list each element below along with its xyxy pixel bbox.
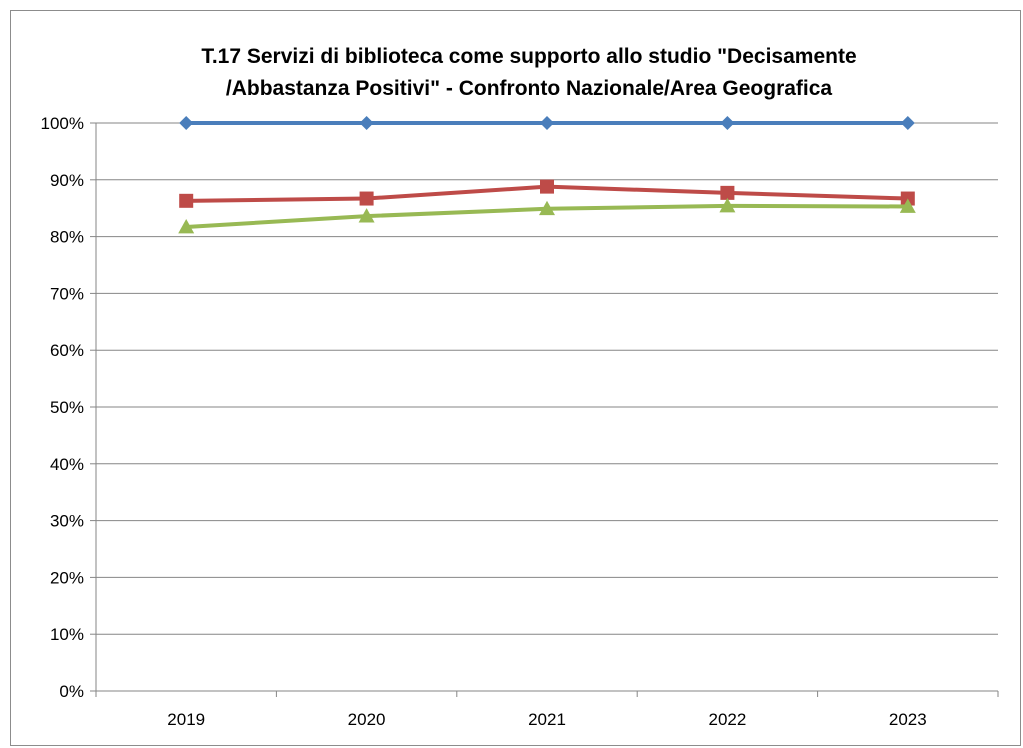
- series-2: [179, 179, 915, 208]
- y-tick-label: 60%: [50, 341, 84, 360]
- square-marker: [540, 179, 554, 194]
- x-tick-label: 2021: [528, 710, 566, 729]
- triangle-marker: [178, 218, 195, 234]
- line-chart: T.17 Servizi di biblioteca come supporto…: [41, 45, 999, 729]
- y-tick-label: 10%: [50, 625, 84, 644]
- series-3: [178, 197, 916, 234]
- y-tick-label: 70%: [50, 284, 84, 303]
- series-1: [179, 116, 915, 130]
- chart-title-line-2: /Abbastanza Positivi" - Confronto Nazion…: [226, 77, 833, 100]
- y-tick-label: 0%: [59, 682, 84, 701]
- triangle-marker: [358, 208, 375, 223]
- chart-frame: T.17 Servizi di biblioteca come supporto…: [10, 10, 1021, 746]
- x-tick-label: 2020: [348, 710, 386, 729]
- x-tick-label: 2023: [889, 710, 927, 729]
- axes: 0% 10% 20% 30% 40% 50% 60% 70% 80% 90% 100% 2019 202…: [41, 114, 999, 729]
- y-tick-label: 90%: [50, 171, 84, 190]
- triangle-marker: [719, 197, 736, 213]
- square-marker: [359, 191, 374, 206]
- triangle-marker: [539, 200, 555, 216]
- square-marker: [179, 193, 194, 208]
- y-tick-label: 80%: [50, 228, 84, 247]
- y-tick-label: 20%: [50, 568, 84, 587]
- diamond-marker: [900, 116, 915, 130]
- y-tick-label: 40%: [50, 455, 84, 474]
- triangle-marker: [899, 198, 916, 213]
- diamond-marker: [359, 116, 374, 130]
- diamond-marker: [179, 116, 194, 130]
- chart-title: T.17 Servizi di biblioteca come supporto…: [201, 45, 856, 100]
- chart-title-line-1: T.17 Servizi di biblioteca come supporto…: [201, 45, 856, 68]
- diamond-marker: [720, 116, 735, 130]
- y-tick-label: 30%: [50, 512, 84, 531]
- x-tick-label: 2022: [708, 710, 746, 729]
- series: [178, 116, 916, 234]
- diamond-marker: [540, 116, 554, 130]
- y-tick-label: 100%: [41, 114, 84, 133]
- y-tick-label: 50%: [50, 398, 84, 417]
- x-tick-label: 2019: [167, 710, 205, 729]
- square-marker: [720, 185, 735, 200]
